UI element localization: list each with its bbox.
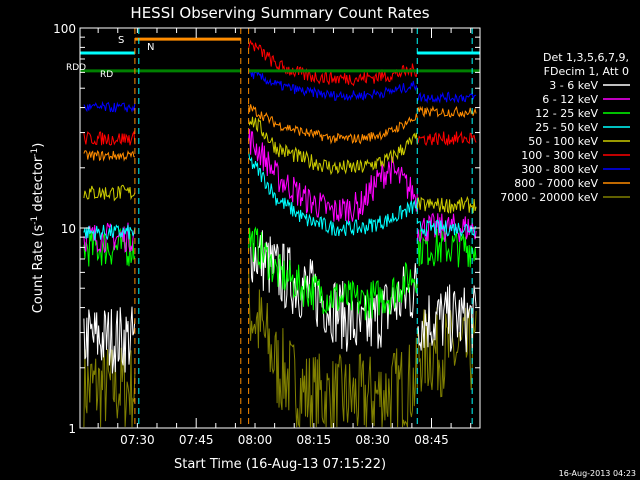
series-curve [83,100,136,113]
legend-entry-label: 800 - 7000 keV [514,177,598,190]
series-curve [248,39,418,87]
series-curve [248,116,418,176]
series-curve [416,284,477,353]
series-curve [248,70,418,102]
x-axis-ticks: 07:30 07:45 08:00 08:15 08:30 08:45 [97,28,472,447]
chart-title: HESSI Observing Summary Count Rates [130,4,429,22]
x-axis-label: Start Time (16-Aug-13 07:15:22) [174,457,386,472]
series-curve [248,151,418,237]
series-curve [83,184,136,202]
legend-entry-label: 12 - 25 keV [535,107,598,120]
series-curve [248,129,418,224]
legend-entry-label: 300 - 800 keV [521,163,598,176]
series-curve [248,104,418,145]
series-curve [248,269,418,428]
y-axis-label-exp2: -1 [30,148,40,157]
x-tick-label: 08:45 [414,433,449,447]
x-tick-label: 07:45 [179,433,214,447]
series-curve [83,306,136,374]
annotation-rd: RD [100,70,113,80]
series-curve [416,219,477,238]
y-axis-label-main: Count Rate (s [31,225,46,314]
series-curve [83,222,136,254]
x-tick-label: 07:30 [120,433,155,447]
series-curve [417,130,477,147]
legend-header: FDecim 1, Att 0 [544,65,629,78]
series-curve [83,224,136,241]
series-curve [416,105,477,119]
series-curves [83,39,477,428]
y-tick-label: 10 [61,222,76,236]
series-curve [416,307,477,398]
y-axis-label-mid: detector [31,156,46,216]
legend-entry-label: 25 - 50 keV [535,121,598,134]
x-tick-label: 08:30 [355,433,390,447]
series-curve [83,130,136,146]
legend-header: Det 1,3,5,6,7,9, [543,51,629,64]
y-axis-label-exp1: -1 [30,216,40,225]
y-tick-label: 100 [53,22,76,36]
legend-entry-label: 6 - 12 keV [542,93,598,106]
series-curve [83,347,136,428]
legend: Det 1,3,5,6,7,9,FDecim 1, Att 03 - 6 keV… [500,51,630,204]
overlay-lines [80,28,480,428]
legend-entry-label: 7000 - 20000 keV [500,191,598,204]
legend-entry-label: 3 - 6 keV [549,79,598,92]
legend-entry-label: 50 - 100 keV [528,135,598,148]
y-axis-label: Count Rate (s-1 detector-1) [30,143,46,314]
y-axis-label-end: ) [31,143,46,148]
series-curve [416,228,477,268]
series-curve [83,149,135,162]
x-tick-label: 08:00 [238,433,273,447]
series-curve [416,91,477,104]
y-tick-label: 1 [68,422,76,436]
legend-entry-label: 100 - 300 keV [521,149,598,162]
annotation-s: S [118,35,124,46]
annotation-rdd: RDD [66,63,86,73]
y-axis-ticks: 1 10 100 [53,22,480,436]
x-tick-label: 08:15 [297,433,332,447]
series-curve [416,195,477,214]
series-curve [248,226,418,321]
timestamp: 16-Aug-2013 04:23 [559,469,636,478]
annotation-n: N [147,42,154,53]
